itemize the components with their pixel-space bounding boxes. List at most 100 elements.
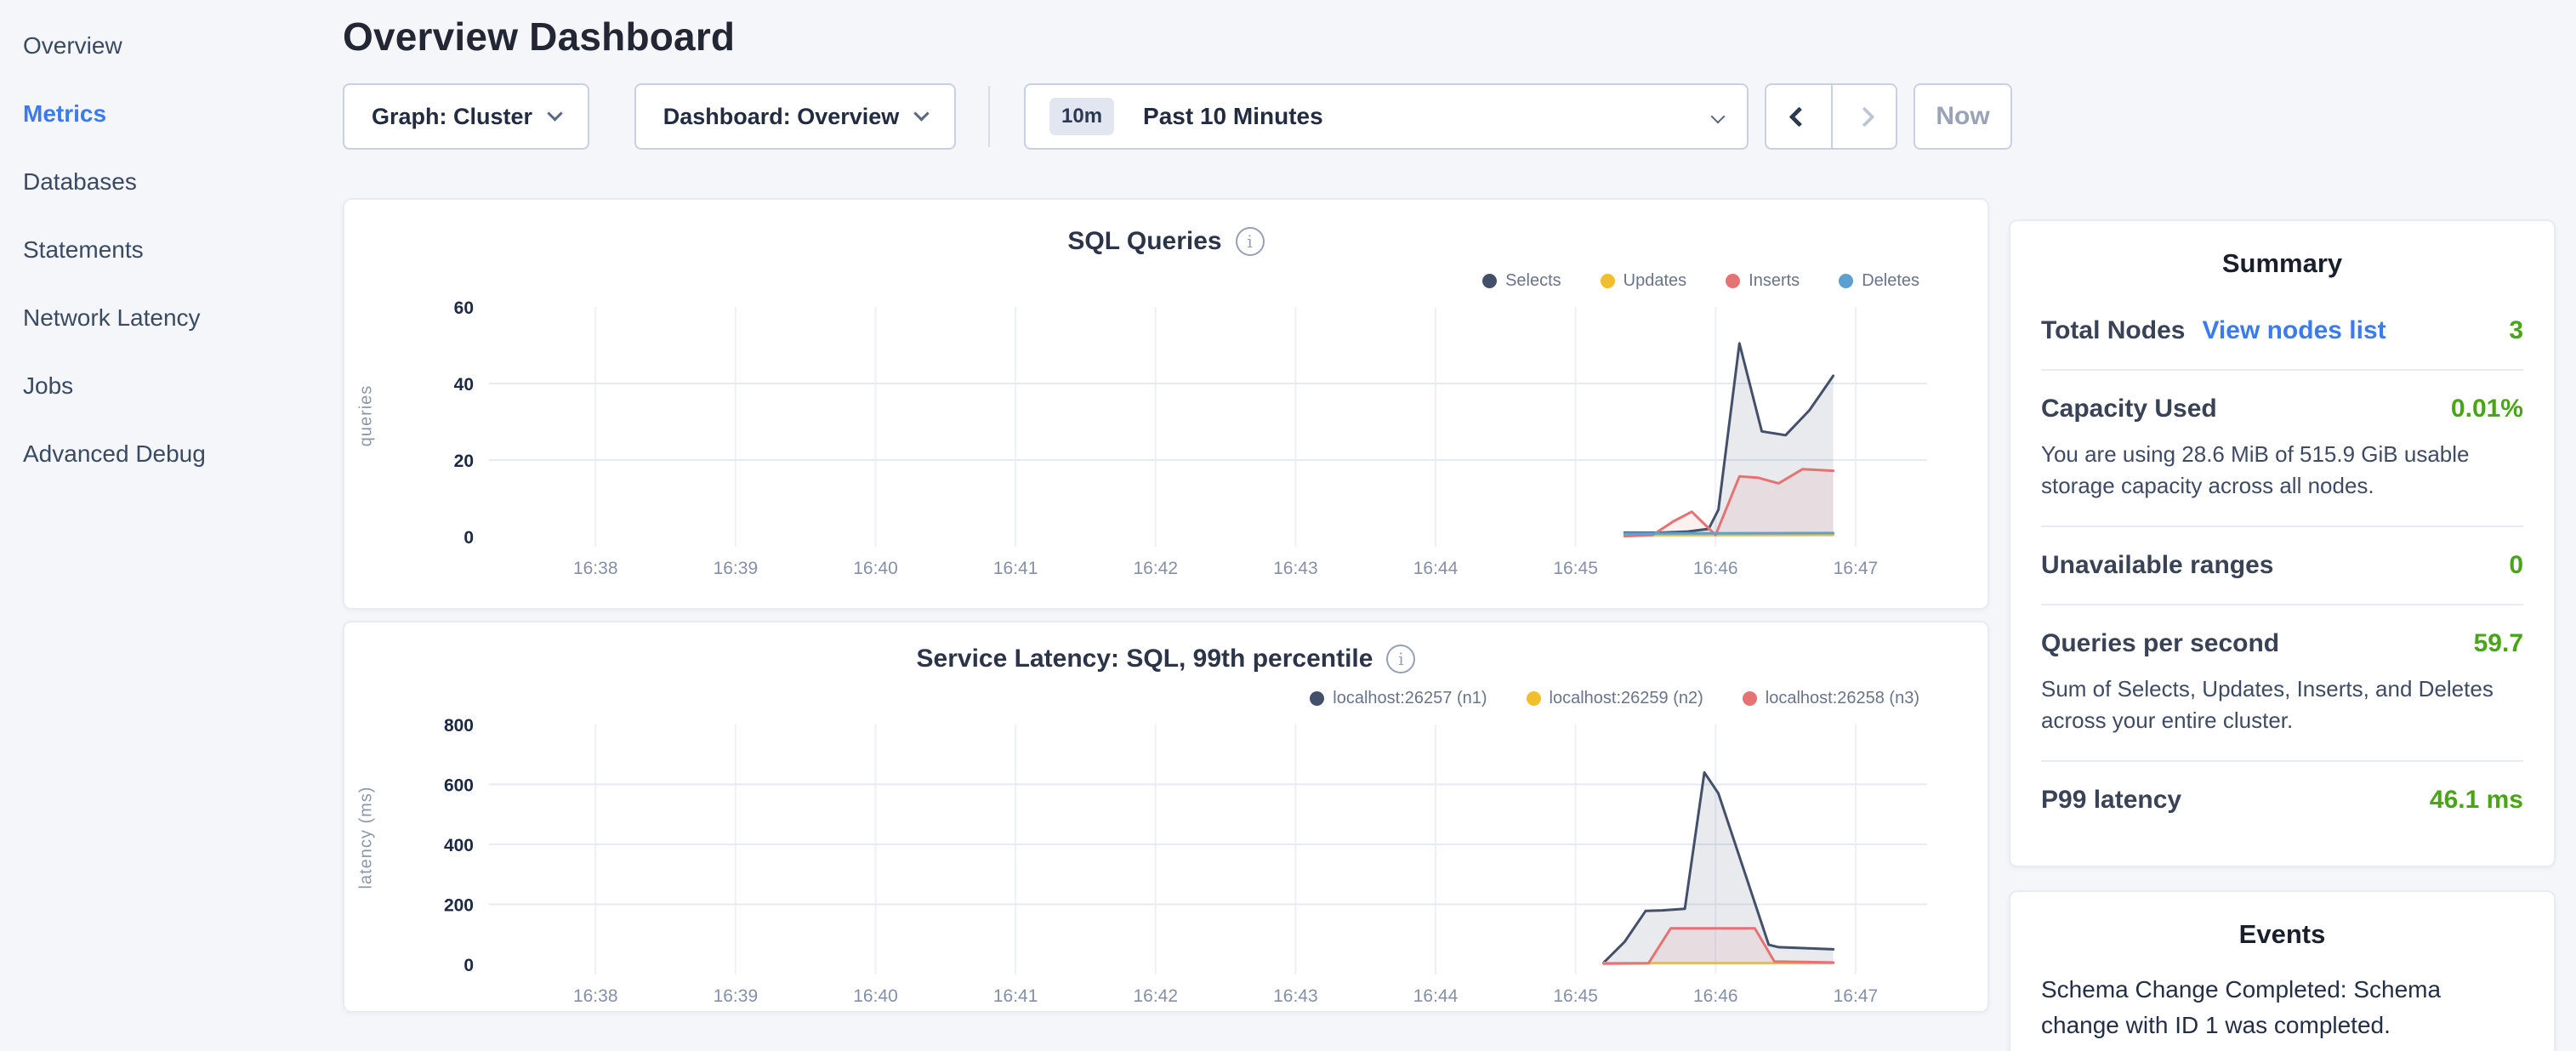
summary-label: Total Nodes: [2041, 316, 2185, 345]
legend-label: localhost:26259 (n2): [1550, 689, 1703, 708]
chart-header: Service Latency: SQL, 99th percentile i: [370, 645, 1962, 673]
svg-text:16:39: 16:39: [714, 559, 759, 578]
legend-item: Updates: [1601, 270, 1687, 292]
dashboard-dropdown-label: Dashboard: Overview: [663, 104, 900, 130]
legend-dot-icon: [1743, 691, 1757, 706]
svg-text:16:46: 16:46: [1693, 559, 1738, 578]
svg-text:16:44: 16:44: [1413, 986, 1459, 1006]
summary-title: Summary: [2041, 248, 2523, 279]
legend-label: Inserts: [1749, 271, 1800, 291]
x-axis-labels: 16:3816:3916:4016:4116:4216:4316:4416:45…: [573, 559, 1878, 578]
legend-item: localhost:26257 (n1): [1310, 687, 1487, 709]
chart-plot-area: queries 020406016:3816:3916:4016:4116:42…: [370, 293, 1962, 585]
info-icon[interactable]: i: [1386, 645, 1415, 673]
legend-item: Inserts: [1726, 270, 1800, 292]
legend-dot-icon: [1726, 274, 1740, 288]
events-panel: Events Schema Change Completed: Schema c…: [2009, 890, 2556, 1051]
toolbar-divider: [988, 86, 990, 147]
svg-text:16:42: 16:42: [1133, 559, 1178, 578]
chart-svg[interactable]: 020040060080016:3816:3916:4016:4116:4216…: [370, 711, 1965, 1008]
sidebar: Overview Metrics Databases Statements Ne…: [0, 0, 340, 488]
svg-text:60: 60: [454, 298, 474, 318]
svg-text:16:43: 16:43: [1273, 986, 1318, 1006]
legend-item: Selects: [1482, 270, 1561, 292]
sidebar-item-overview[interactable]: Overview: [23, 12, 340, 80]
sidebar-item-advanced-debug[interactable]: Advanced Debug: [23, 420, 340, 488]
summary-panel: Summary Total Nodes View nodes list 3 Ca…: [2009, 219, 2556, 867]
chevron-down-icon: [1711, 110, 1726, 124]
time-step-forward-button[interactable]: [1831, 85, 1896, 148]
svg-text:0: 0: [463, 956, 474, 975]
dashboard-dropdown[interactable]: Dashboard: Overview: [634, 83, 956, 150]
time-step-buttons: [1765, 83, 1897, 150]
chart-plot-area: latency (ms) 020040060080016:3816:3916:4…: [370, 711, 1962, 1013]
summary-label: P99 latency: [2041, 786, 2181, 815]
chart-canvas: 020406016:3816:3916:4016:4116:4216:4316:…: [370, 293, 1962, 585]
sidebar-item-statements[interactable]: Statements: [23, 216, 340, 284]
legend-dot-icon: [1527, 691, 1541, 706]
svg-text:16:40: 16:40: [853, 986, 898, 1006]
svg-text:0: 0: [463, 528, 474, 548]
summary-row-total-nodes: Total Nodes View nodes list 3: [2041, 293, 2523, 371]
toolbar: Graph: Cluster Dashboard: Overview 10m P…: [343, 83, 2023, 150]
svg-text:16:40: 16:40: [853, 559, 898, 578]
summary-label: Capacity Used: [2041, 395, 2217, 423]
graph-dropdown-label: Graph: Cluster: [372, 104, 532, 130]
sidebar-item-metrics[interactable]: Metrics: [23, 80, 340, 148]
sql-queries-chart-card: SQL Queries i Selects Updates Inserts Delet…: [343, 198, 1989, 610]
right-rail: Summary Total Nodes View nodes list 3 Ca…: [2009, 219, 2556, 1051]
y-axis-labels: 0200400600800: [444, 716, 474, 975]
summary-row-unavailable-ranges: Unavailable ranges 0: [2041, 527, 2523, 605]
svg-text:16:38: 16:38: [573, 986, 618, 1006]
view-nodes-list-link[interactable]: View nodes list: [2202, 316, 2386, 345]
legend-label: Selects: [1505, 271, 1561, 291]
svg-text:800: 800: [444, 716, 474, 736]
time-step-back-button[interactable]: [1766, 85, 1831, 148]
svg-text:16:39: 16:39: [714, 986, 759, 1006]
chart-svg[interactable]: 020406016:3816:3916:4016:4116:4216:4316:…: [370, 293, 1965, 581]
now-button[interactable]: Now: [1914, 83, 2012, 150]
chart-header: SQL Queries i: [370, 227, 1962, 256]
legend-item: localhost:26258 (n3): [1743, 687, 1919, 709]
legend-label: Updates: [1624, 271, 1687, 291]
legend-dot-icon: [1839, 274, 1853, 288]
event-text: Schema Change Completed: Schema change w…: [2041, 972, 2523, 1043]
legend-dot-icon: [1310, 691, 1324, 706]
events-title: Events: [2041, 919, 2523, 950]
y-axis-labels: 0204060: [454, 298, 474, 548]
legend-label: Deletes: [1862, 271, 1919, 291]
summary-value: 0.01%: [2451, 395, 2523, 423]
svg-text:600: 600: [444, 776, 474, 796]
chevron-down-icon: [547, 105, 562, 121]
summary-value: 59.7: [2474, 629, 2523, 658]
x-axis-labels: 16:3816:3916:4016:4116:4216:4316:4416:45…: [573, 986, 1878, 1006]
summary-value: 46.1 ms: [2430, 786, 2523, 815]
chart-title: SQL Queries: [1067, 227, 1221, 256]
svg-text:16:47: 16:47: [1834, 986, 1879, 1006]
summary-value: 0: [2509, 551, 2523, 580]
chart-legend: Selects Updates Inserts Deletes: [370, 270, 1962, 292]
legend-dot-icon: [1482, 274, 1497, 288]
chevron-left-icon: [1788, 106, 1809, 127]
summary-label: Unavailable ranges: [2041, 551, 2273, 580]
chart-title: Service Latency: SQL, 99th percentile: [917, 645, 1373, 673]
y-axis-title: latency (ms): [357, 787, 377, 889]
sidebar-item-network-latency[interactable]: Network Latency: [23, 284, 340, 352]
sidebar-item-jobs[interactable]: Jobs: [23, 352, 340, 420]
info-icon[interactable]: i: [1236, 227, 1265, 256]
legend-item: Deletes: [1839, 270, 1919, 292]
sidebar-item-databases[interactable]: Databases: [23, 148, 340, 216]
svg-text:40: 40: [454, 375, 474, 395]
svg-text:16:46: 16:46: [1693, 986, 1738, 1006]
chevron-down-icon: [914, 105, 930, 121]
legend-label: localhost:26257 (n1): [1333, 689, 1487, 708]
chevron-right-icon: [1854, 106, 1874, 127]
page-title: Overview Dashboard: [343, 14, 2023, 60]
legend-item: localhost:26259 (n2): [1527, 687, 1703, 709]
graph-dropdown[interactable]: Graph: Cluster: [343, 83, 589, 150]
legend-label: localhost:26258 (n3): [1766, 689, 1919, 708]
time-range-select[interactable]: 10m Past 10 Minutes: [1024, 83, 1749, 150]
svg-text:16:47: 16:47: [1834, 559, 1879, 578]
summary-label: Queries per second: [2041, 629, 2279, 658]
summary-description: You are using 28.6 MiB of 515.9 GiB usab…: [2041, 439, 2523, 502]
